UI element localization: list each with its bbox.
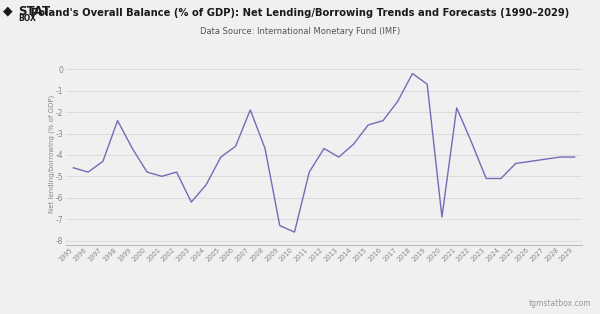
Text: ◆: ◆ xyxy=(3,5,13,18)
Y-axis label: Net lending/borrowing (% of GDP): Net lending/borrowing (% of GDP) xyxy=(48,95,55,213)
Text: tgmstatbox.com: tgmstatbox.com xyxy=(529,299,591,308)
Text: Data Source: International Monetary Fund (IMF): Data Source: International Monetary Fund… xyxy=(200,27,400,36)
Text: STAT: STAT xyxy=(18,5,50,18)
Text: Poland's Overall Balance (% of GDP): Net Lending/Borrowing Trends and Forecasts : Poland's Overall Balance (% of GDP): Net… xyxy=(31,8,569,18)
Text: BOX: BOX xyxy=(18,14,36,23)
